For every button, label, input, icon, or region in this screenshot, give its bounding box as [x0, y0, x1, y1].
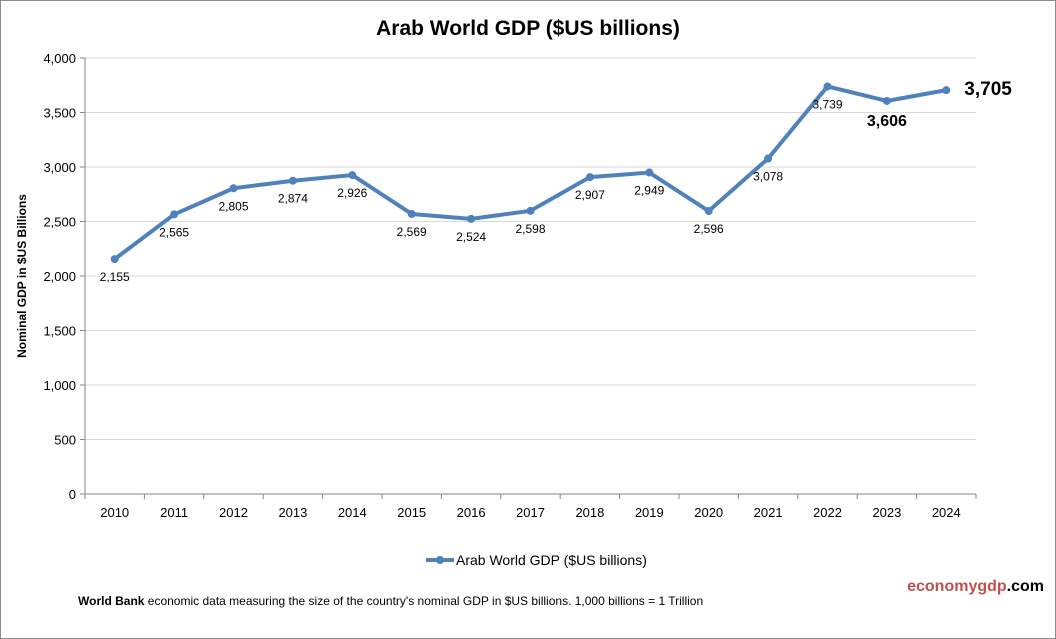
brand-part2: .com	[1006, 578, 1044, 595]
data-point	[467, 214, 476, 223]
data-label: 2,524	[456, 230, 486, 244]
data-point	[170, 210, 179, 219]
y-tick-label: 3,500	[43, 106, 76, 121]
data-label: 3,705	[964, 79, 1012, 100]
y-tick-label: 3,000	[43, 160, 76, 175]
data-point	[942, 86, 951, 95]
x-tick-label: 2020	[694, 505, 723, 520]
data-point	[645, 168, 654, 177]
data-label: 2,874	[278, 192, 308, 206]
x-tick-label: 2023	[872, 505, 901, 520]
data-point	[229, 184, 238, 193]
data-label: 2,907	[575, 188, 605, 202]
data-label: 2,596	[694, 222, 724, 236]
data-point	[882, 96, 891, 105]
y-tick-label: 500	[54, 433, 76, 448]
data-label: 3,078	[753, 169, 783, 183]
legend: Arab World GDP ($US billions)	[426, 552, 647, 568]
data-label: 2,598	[515, 222, 545, 236]
legend-marker	[436, 556, 444, 564]
data-point	[764, 154, 773, 163]
footer-source: World Bank	[78, 594, 145, 608]
brand-logo: economygdp.com	[907, 578, 1044, 596]
data-label: 2,565	[159, 225, 189, 239]
y-tick-label: 0	[69, 487, 76, 502]
x-tick-label: 2018	[575, 505, 604, 520]
x-tick-label: 2015	[397, 505, 426, 520]
data-point	[407, 209, 416, 218]
x-tick-label: 2024	[932, 505, 961, 520]
data-label: 3,606	[867, 113, 907, 130]
y-tick-label: 4,000	[43, 51, 76, 66]
x-tick-label: 2016	[457, 505, 486, 520]
y-tick-label: 2,000	[43, 269, 76, 284]
x-tick-label: 2014	[338, 505, 367, 520]
x-tick-label: 2010	[100, 505, 129, 520]
x-tick-label: 2021	[754, 505, 783, 520]
footer-note: World Bank economic data measuring the s…	[78, 594, 703, 608]
x-tick-label: 2022	[813, 505, 842, 520]
data-label: 2,805	[218, 199, 248, 213]
x-tick-label: 2011	[160, 505, 188, 520]
data-point	[288, 176, 297, 185]
x-tick-label: 2019	[635, 505, 664, 520]
x-tick-label: 2017	[516, 505, 545, 520]
y-axis-label: Nominal GDP in $US Billions	[15, 194, 29, 358]
data-point	[704, 207, 713, 216]
data-point	[110, 255, 119, 264]
x-tick-label: 2012	[219, 505, 248, 520]
y-tick-label: 2,500	[43, 215, 76, 230]
chart-title: Arab World GDP ($US billions)	[376, 17, 680, 40]
legend-label: Arab World GDP ($US billions)	[456, 552, 647, 568]
data-label: 3,739	[812, 97, 842, 111]
data-point	[348, 171, 357, 180]
data-label: 2,949	[634, 184, 664, 198]
data-label: 2,569	[397, 225, 427, 239]
data-label: 2,155	[100, 270, 130, 284]
footer-text: economic data measuring the size of the …	[144, 594, 704, 608]
y-tick-label: 1,500	[43, 324, 76, 339]
data-label: 2,926	[337, 186, 367, 200]
data-point	[823, 82, 832, 91]
data-point	[526, 206, 535, 215]
y-tick-label: 1,000	[43, 378, 76, 393]
brand-part1: economygdp	[907, 578, 1007, 595]
x-tick-label: 2013	[278, 505, 307, 520]
data-point	[585, 173, 594, 182]
